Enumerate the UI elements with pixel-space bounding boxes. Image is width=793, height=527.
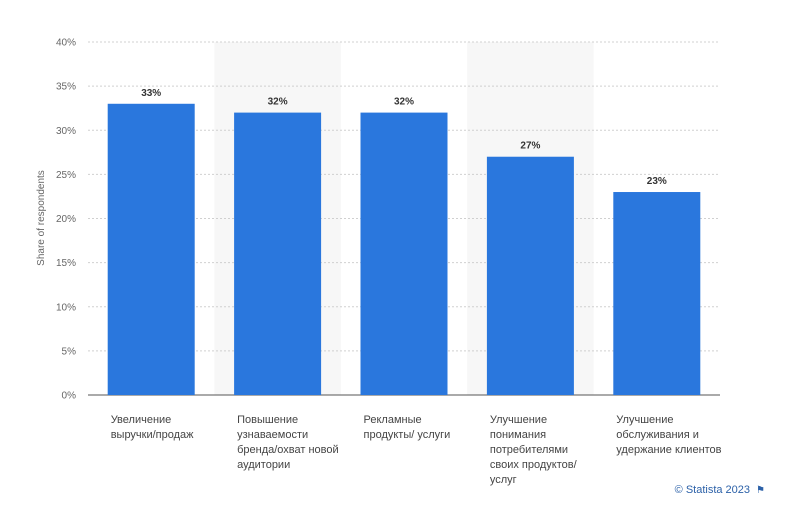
value-labels: 33% 32% 32% 27% 23% [141, 88, 667, 187]
x-tick-label-line: Улучшение [490, 414, 547, 426]
y-tick-label: 35% [56, 82, 76, 93]
x-tick-label-line: потребителями [490, 444, 568, 456]
x-tick-label: Увеличение выручки/продаж [111, 414, 194, 441]
y-tick-label: 30% [56, 126, 76, 137]
bar [107, 103, 195, 396]
y-tick-label: 0% [62, 391, 77, 402]
x-tick-label-line: бренда/охват новой [237, 444, 339, 456]
x-tick-label-line: продукты/ услуги [364, 429, 451, 441]
bars [107, 103, 701, 396]
x-tick-label-line: Увеличение [111, 414, 172, 426]
x-tick-label-line: обслуживания и [616, 429, 699, 441]
value-label: 33% [141, 88, 161, 99]
x-tick-label: Улучшение понимания потребителями своих про… [490, 414, 578, 486]
y-tick-label: 15% [56, 258, 76, 269]
x-tick-label-line: своих продуктов/ [490, 459, 578, 471]
y-tick-labels: 0% 5% 10% 15% 20% 25% 30% 35% 40% [56, 38, 76, 402]
y-tick-label: 10% [56, 302, 76, 313]
x-tick-label-line: Повышение [237, 414, 298, 426]
y-tick-label: 5% [62, 346, 77, 357]
y-tick-label: 25% [56, 170, 76, 181]
statista-credit[interactable]: © Statista 2023 ⚑ [675, 484, 765, 496]
x-tick-label: Повышение узнаваемости бренда/охват новой а… [237, 414, 339, 471]
bar [234, 112, 322, 395]
x-tick-label-line: узнаваемости [237, 429, 308, 441]
x-tick-label-line: аудитории [237, 459, 290, 471]
y-tick-label: 20% [56, 214, 76, 225]
value-label: 27% [520, 141, 540, 152]
value-label: 23% [647, 176, 667, 187]
value-label: 32% [268, 97, 288, 108]
x-tick-label-line: Рекламные [364, 414, 422, 426]
x-tick-label-line: удержание клиентов [616, 444, 721, 456]
x-tick-labels: Увеличение выручки/продаж Повышение узнавае… [111, 414, 722, 486]
x-tick-label: Улучшение обслуживания и удержание клиенто… [616, 414, 721, 456]
x-tick-label: Рекламные продукты/ услуги [364, 414, 451, 441]
x-tick-label-line: Улучшение [616, 414, 673, 426]
x-tick-label-line: услуг [490, 474, 517, 486]
bar [613, 192, 701, 395]
x-tick-label-line: понимания [490, 429, 546, 441]
flag-icon[interactable]: ⚑ [756, 485, 765, 496]
credit-text[interactable]: © Statista 2023 [674, 484, 751, 496]
value-label: 32% [394, 97, 414, 108]
y-axis-label: Share of respondents [36, 170, 47, 266]
bar [360, 112, 448, 395]
bar [486, 156, 574, 395]
x-tick-label-line: выручки/продаж [111, 429, 194, 441]
y-tick-label: 40% [56, 38, 76, 49]
